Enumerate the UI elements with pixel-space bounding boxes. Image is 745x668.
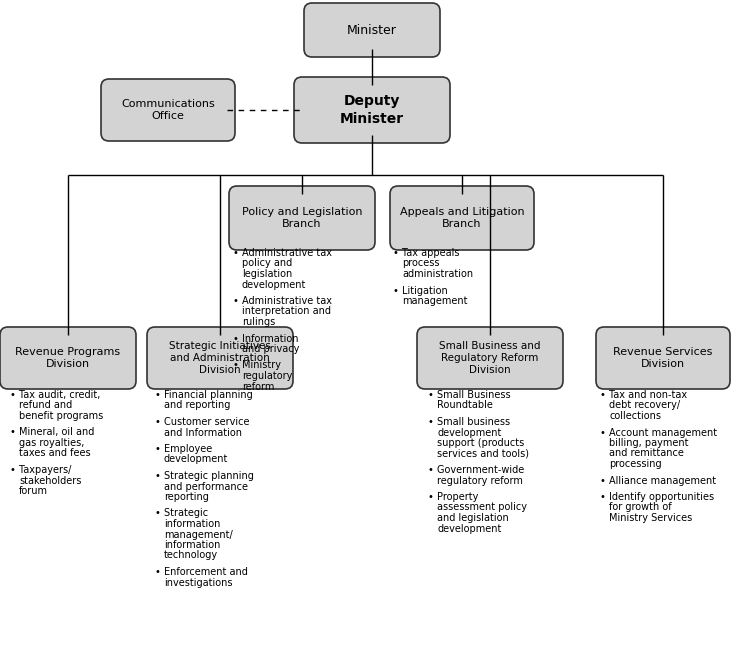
Text: • Litigation: • Litigation — [393, 285, 448, 295]
FancyBboxPatch shape — [101, 79, 235, 141]
Text: and legislation: and legislation — [437, 513, 509, 523]
Text: Roundtable: Roundtable — [437, 401, 493, 411]
Text: • Customer service: • Customer service — [155, 417, 250, 427]
Text: • Property: • Property — [428, 492, 478, 502]
Text: Deputy
Minister: Deputy Minister — [340, 94, 404, 126]
Text: for growth of: for growth of — [609, 502, 672, 512]
Text: investigations: investigations — [164, 578, 232, 587]
Text: policy and: policy and — [242, 259, 292, 269]
Text: • Financial planning: • Financial planning — [155, 390, 253, 400]
FancyBboxPatch shape — [304, 3, 440, 57]
Text: development: development — [242, 279, 306, 289]
Text: Ministry Services: Ministry Services — [609, 513, 692, 523]
Text: assessment policy: assessment policy — [437, 502, 527, 512]
Text: taxes and fees: taxes and fees — [19, 448, 91, 458]
Text: Small Business and
Regulatory Reform
Division: Small Business and Regulatory Reform Div… — [440, 341, 541, 375]
Text: rulings: rulings — [242, 317, 275, 327]
Text: development: development — [437, 428, 501, 438]
Text: Appeals and Litigation
Branch: Appeals and Litigation Branch — [399, 207, 524, 229]
Text: Minister: Minister — [347, 23, 397, 37]
Text: gas royalties,: gas royalties, — [19, 438, 84, 448]
Text: regulatory reform: regulatory reform — [437, 476, 523, 486]
Text: forum: forum — [19, 486, 48, 496]
Text: • Administrative tax: • Administrative tax — [233, 248, 332, 258]
Text: and privacy: and privacy — [242, 344, 299, 354]
Text: and performance: and performance — [164, 482, 248, 492]
Text: • Tax audit, credit,: • Tax audit, credit, — [10, 390, 101, 400]
Text: regulatory: regulatory — [242, 371, 292, 381]
Text: development: development — [164, 454, 229, 464]
Text: • Taxpayers/: • Taxpayers/ — [10, 465, 72, 475]
Text: Strategic Initiatives
and Administration
Division: Strategic Initiatives and Administration… — [169, 341, 271, 375]
Text: development: development — [437, 524, 501, 534]
Text: technology: technology — [164, 550, 218, 560]
FancyBboxPatch shape — [596, 327, 730, 389]
FancyBboxPatch shape — [390, 186, 534, 250]
Text: information: information — [164, 540, 221, 550]
Text: Policy and Legislation
Branch: Policy and Legislation Branch — [241, 207, 362, 229]
Text: process: process — [402, 259, 440, 269]
Text: processing: processing — [609, 459, 662, 469]
Text: • Tax appeals: • Tax appeals — [393, 248, 460, 258]
FancyBboxPatch shape — [229, 186, 375, 250]
Text: • Account management: • Account management — [600, 428, 717, 438]
Text: • Employee: • Employee — [155, 444, 212, 454]
Text: billing, payment: billing, payment — [609, 438, 688, 448]
Text: refund and: refund and — [19, 401, 72, 411]
Text: • Strategic: • Strategic — [155, 508, 208, 518]
Text: administration: administration — [402, 269, 473, 279]
Text: • Alliance management: • Alliance management — [600, 476, 716, 486]
Text: • Government-wide: • Government-wide — [428, 465, 524, 475]
Text: and Information: and Information — [164, 428, 242, 438]
Text: • Enforcement and: • Enforcement and — [155, 567, 248, 577]
FancyBboxPatch shape — [294, 77, 450, 143]
Text: • Administrative tax: • Administrative tax — [233, 296, 332, 306]
Text: • Strategic planning: • Strategic planning — [155, 471, 254, 481]
Text: • Mineral, oil and: • Mineral, oil and — [10, 428, 95, 438]
Text: legislation: legislation — [242, 269, 292, 279]
Text: benefit programs: benefit programs — [19, 411, 104, 421]
FancyBboxPatch shape — [0, 327, 136, 389]
Text: stakeholders: stakeholders — [19, 476, 81, 486]
Text: • Identify opportunities: • Identify opportunities — [600, 492, 714, 502]
Text: Communications
Office: Communications Office — [121, 99, 215, 121]
Text: Revenue Programs
Division: Revenue Programs Division — [16, 347, 121, 369]
Text: Revenue Services
Division: Revenue Services Division — [613, 347, 713, 369]
Text: and remittance: and remittance — [609, 448, 684, 458]
Text: reform: reform — [242, 381, 274, 391]
Text: interpretation and: interpretation and — [242, 307, 331, 317]
Text: services and tools): services and tools) — [437, 448, 529, 458]
FancyBboxPatch shape — [417, 327, 563, 389]
Text: support (products: support (products — [437, 438, 524, 448]
Text: reporting: reporting — [164, 492, 209, 502]
Text: • Small Business: • Small Business — [428, 390, 510, 400]
Text: and reporting: and reporting — [164, 401, 230, 411]
FancyBboxPatch shape — [147, 327, 293, 389]
Text: information: information — [164, 519, 221, 529]
Text: • Information: • Information — [233, 333, 299, 343]
Text: collections: collections — [609, 411, 661, 421]
Text: management: management — [402, 296, 468, 306]
Text: management/: management/ — [164, 530, 232, 540]
Text: • Tax and non-tax: • Tax and non-tax — [600, 390, 687, 400]
Text: • Ministry: • Ministry — [233, 361, 281, 371]
Text: • Small business: • Small business — [428, 417, 510, 427]
Text: debt recovery/: debt recovery/ — [609, 401, 680, 411]
